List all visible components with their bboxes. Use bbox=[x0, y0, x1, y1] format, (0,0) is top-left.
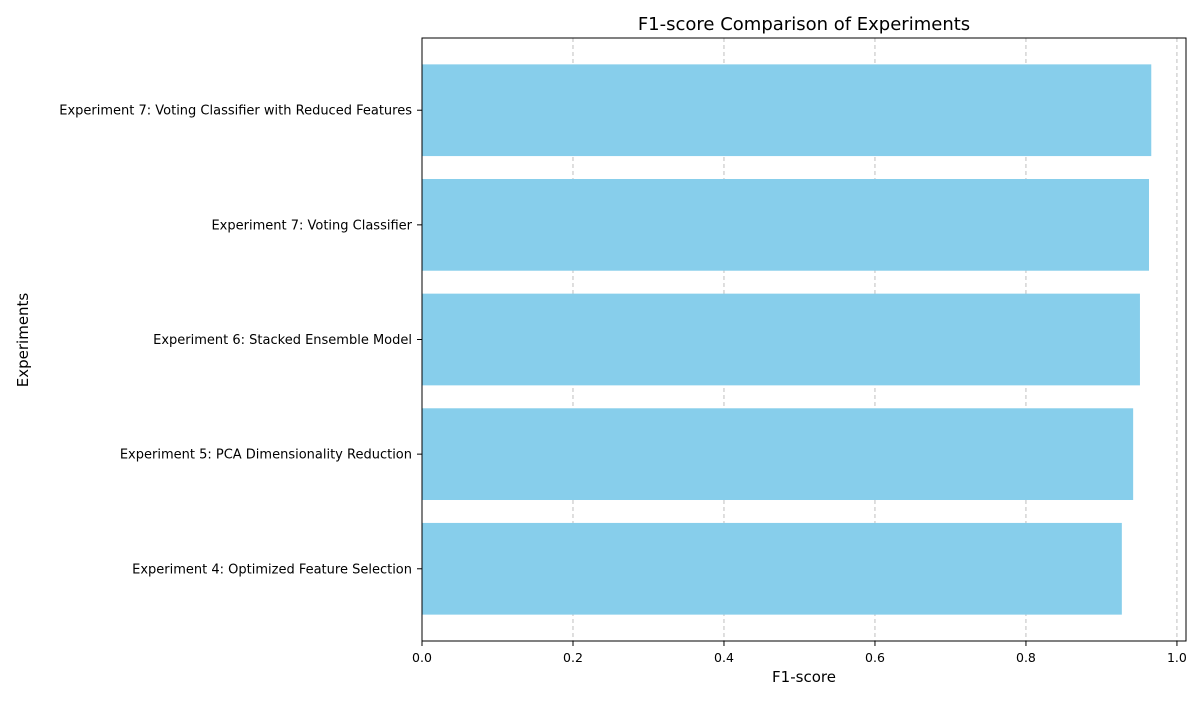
bar bbox=[422, 522, 1122, 615]
y-axis-title: Experiments bbox=[14, 293, 32, 388]
bars bbox=[422, 64, 1152, 615]
bar bbox=[422, 408, 1134, 500]
bar bbox=[422, 64, 1152, 157]
bar bbox=[422, 293, 1140, 386]
x-tick-label: 0.6 bbox=[865, 650, 885, 665]
y-tick-label: Experiment 7: Voting Classifier with Red… bbox=[59, 104, 412, 119]
chart-title: F1-score Comparison of Experiments bbox=[638, 14, 970, 35]
y-tick-label: Experiment 7: Voting Classifier bbox=[211, 218, 412, 233]
y-tick-label: Experiment 6: Stacked Ensemble Model bbox=[153, 333, 412, 348]
y-tick-label: Experiment 4: Optimized Feature Selectio… bbox=[132, 562, 412, 577]
y-tick-label: Experiment 5: PCA Dimensionality Reducti… bbox=[120, 448, 412, 463]
x-tick-label: 0.0 bbox=[412, 650, 432, 665]
x-tick-label: 0.2 bbox=[563, 650, 583, 665]
y-ticks: Experiment 4: Optimized Feature Selectio… bbox=[59, 104, 422, 577]
bar bbox=[422, 179, 1150, 271]
x-tick-label: 0.4 bbox=[714, 650, 734, 665]
x-tick-label: 1.0 bbox=[1167, 650, 1187, 665]
x-tick-label: 0.8 bbox=[1016, 650, 1036, 665]
x-ticks: 0.0 0.2 0.4 0.6 0.8 1.0 bbox=[412, 641, 1187, 665]
x-axis-title: F1-score bbox=[772, 668, 836, 686]
